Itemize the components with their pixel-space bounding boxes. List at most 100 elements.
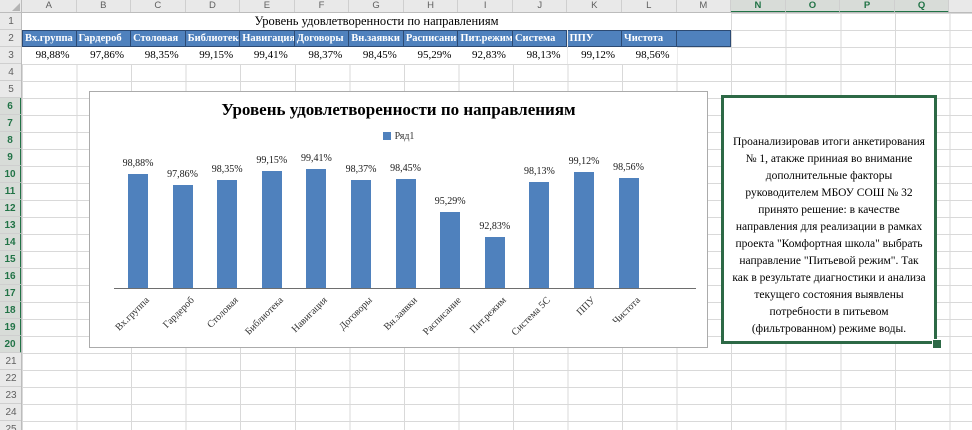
row-header-16[interactable]: 16 bbox=[0, 268, 21, 285]
chart-data-label: 97,86% bbox=[167, 168, 199, 180]
chart-bar[interactable] bbox=[529, 182, 550, 288]
table-header-cell[interactable]: Столовая bbox=[131, 30, 186, 47]
chart-bar[interactable] bbox=[484, 237, 505, 288]
table-value-cell[interactable]: 95,29% bbox=[403, 47, 459, 64]
table-value-cell[interactable]: 98,88% bbox=[22, 47, 77, 64]
table-value-cell[interactable]: 99,41% bbox=[240, 47, 295, 64]
table-header-cell[interactable]: Чистота bbox=[622, 30, 677, 47]
column-header-I[interactable]: I bbox=[458, 0, 513, 12]
row-header-6[interactable]: 6 bbox=[0, 98, 21, 115]
chart-bar[interactable] bbox=[306, 168, 327, 288]
row-header-24[interactable]: 24 bbox=[0, 404, 21, 421]
table-value-cell[interactable]: 98,45% bbox=[349, 47, 404, 64]
column-header-O[interactable]: O bbox=[785, 0, 841, 12]
table-value-cell[interactable]: 99,15% bbox=[185, 47, 241, 64]
table-value-cell[interactable]: 98,37% bbox=[294, 47, 350, 64]
chart-bar[interactable] bbox=[172, 184, 193, 288]
row-header-25[interactable]: 25 bbox=[0, 421, 21, 430]
chart-title: Уровень удовлетворенности по направления… bbox=[221, 100, 576, 119]
column-header-B[interactable]: B bbox=[77, 0, 132, 12]
chart-data-label: 98,56% bbox=[613, 161, 645, 173]
column-header-C[interactable]: C bbox=[131, 0, 186, 12]
column-header-G[interactable]: G bbox=[349, 0, 404, 12]
row-header-4[interactable]: 4 bbox=[0, 64, 21, 81]
chart-bar[interactable] bbox=[440, 211, 461, 288]
chart-data-label: 99,12% bbox=[568, 155, 600, 167]
table-header-cell[interactable]: Система bbox=[512, 30, 568, 47]
column-header-J[interactable]: J bbox=[513, 0, 568, 12]
column-header-P[interactable]: P bbox=[840, 0, 895, 12]
row-header-9[interactable]: 9 bbox=[0, 149, 21, 166]
chart-bar[interactable] bbox=[351, 179, 371, 288]
annotation-textbox[interactable]: Проанализировав итоги анкетирования № 1,… bbox=[721, 95, 937, 344]
column-header-N[interactable]: N bbox=[731, 0, 786, 12]
column-headers: ABCDEFGHIJKLMNOPQR bbox=[22, 0, 972, 13]
chart-data-label: 95,29% bbox=[434, 195, 466, 207]
row-header-21[interactable]: 21 bbox=[0, 353, 21, 370]
column-header-F[interactable]: F bbox=[295, 0, 350, 12]
row-header-23[interactable]: 23 bbox=[0, 387, 21, 404]
column-header-Q[interactable]: Q bbox=[894, 0, 950, 12]
row-header-7[interactable]: 7 bbox=[0, 115, 21, 132]
row-header-1[interactable]: 1 bbox=[0, 13, 21, 30]
chart-bar[interactable] bbox=[217, 179, 238, 288]
table-header-cell[interactable] bbox=[676, 30, 732, 47]
select-all-corner[interactable] bbox=[0, 0, 22, 13]
table-header-cell[interactable]: ППУ bbox=[567, 30, 623, 47]
annotation-text: Проанализировав итоги анкетирования № 1,… bbox=[732, 136, 926, 335]
column-header-K[interactable]: K bbox=[568, 0, 623, 12]
column-header-M[interactable]: M bbox=[677, 0, 732, 12]
table-header-cell[interactable]: Навигация bbox=[240, 30, 295, 47]
table-header-cell[interactable]: Библиотека bbox=[185, 30, 241, 47]
column-header-E[interactable]: E bbox=[240, 0, 295, 12]
table-header-cell[interactable]: Расписание bbox=[403, 30, 459, 47]
table-header-cell[interactable]: Вн.заявки bbox=[349, 30, 404, 47]
chart-data-label: 99,15% bbox=[256, 155, 288, 167]
column-header-D[interactable]: D bbox=[186, 0, 241, 12]
table-header-cell[interactable]: Пит.режим bbox=[458, 30, 513, 47]
row-header-11[interactable]: 11 bbox=[0, 183, 21, 200]
chart-bar[interactable] bbox=[128, 174, 148, 288]
table-header-cell[interactable]: Договоры bbox=[294, 30, 350, 47]
row-header-2[interactable]: 2 bbox=[0, 30, 21, 47]
chart-data-label: 98,88% bbox=[122, 158, 154, 170]
table-header-cell[interactable]: Вх.группа bbox=[22, 30, 77, 47]
row-header-18[interactable]: 18 bbox=[0, 302, 21, 319]
row-header-10[interactable]: 10 bbox=[0, 166, 21, 183]
chart-bar[interactable] bbox=[395, 178, 416, 288]
chart-bar[interactable] bbox=[574, 171, 594, 288]
row-header-22[interactable]: 22 bbox=[0, 370, 21, 387]
row-header-14[interactable]: 14 bbox=[0, 234, 21, 251]
row-headers: 1 2 3 4 5 6 7 8 9 10 11 12 13 14 15 16 17 18 19 20 21 22 23 24 2… bbox=[0, 13, 22, 430]
table-value-cell[interactable]: 98,13% bbox=[512, 47, 568, 64]
legend-swatch-icon bbox=[382, 132, 391, 140]
table-value-cell[interactable]: 98,35% bbox=[131, 47, 186, 64]
chart-data-label: 98,13% bbox=[523, 166, 555, 178]
table-value-cell[interactable]: 97,86% bbox=[76, 47, 132, 64]
row-header-8[interactable]: 8 bbox=[0, 132, 21, 149]
table-value-cell[interactable]: 98,56% bbox=[622, 47, 677, 64]
row-header-20[interactable]: 20 bbox=[0, 336, 21, 353]
chart-bar[interactable] bbox=[618, 177, 639, 288]
chart-data-label: 98,35% bbox=[211, 163, 243, 175]
table-value-cell[interactable]: 92,83% bbox=[458, 47, 513, 64]
row-header-5[interactable]: 5 bbox=[0, 81, 21, 98]
legend-label: Ряд1 bbox=[394, 131, 415, 142]
row-header-12[interactable]: 12 bbox=[0, 200, 21, 217]
column-header-L[interactable]: L bbox=[622, 0, 677, 12]
column-header-H[interactable]: H bbox=[404, 0, 459, 12]
table-header-cell[interactable]: Гардероб bbox=[76, 30, 132, 47]
chart-bar[interactable] bbox=[261, 171, 282, 288]
table-value-cell[interactable]: 99,12% bbox=[567, 47, 623, 64]
row-header-19[interactable]: 19 bbox=[0, 319, 21, 336]
row-header-3[interactable]: 3 bbox=[0, 47, 21, 64]
column-header-R[interactable]: R bbox=[949, 0, 972, 12]
cell-sheet-title[interactable]: Уровень удовлетворенности по направления… bbox=[22, 13, 731, 30]
row-header-17[interactable]: 17 bbox=[0, 285, 21, 302]
row-header-15[interactable]: 15 bbox=[0, 251, 21, 268]
selection-handle-icon[interactable] bbox=[933, 340, 941, 348]
column-header-A[interactable]: A bbox=[22, 0, 77, 12]
bar-chart[interactable]: Уровень удовлетворенности по направления… bbox=[89, 91, 708, 348]
row-header-13[interactable]: 13 bbox=[0, 217, 21, 234]
